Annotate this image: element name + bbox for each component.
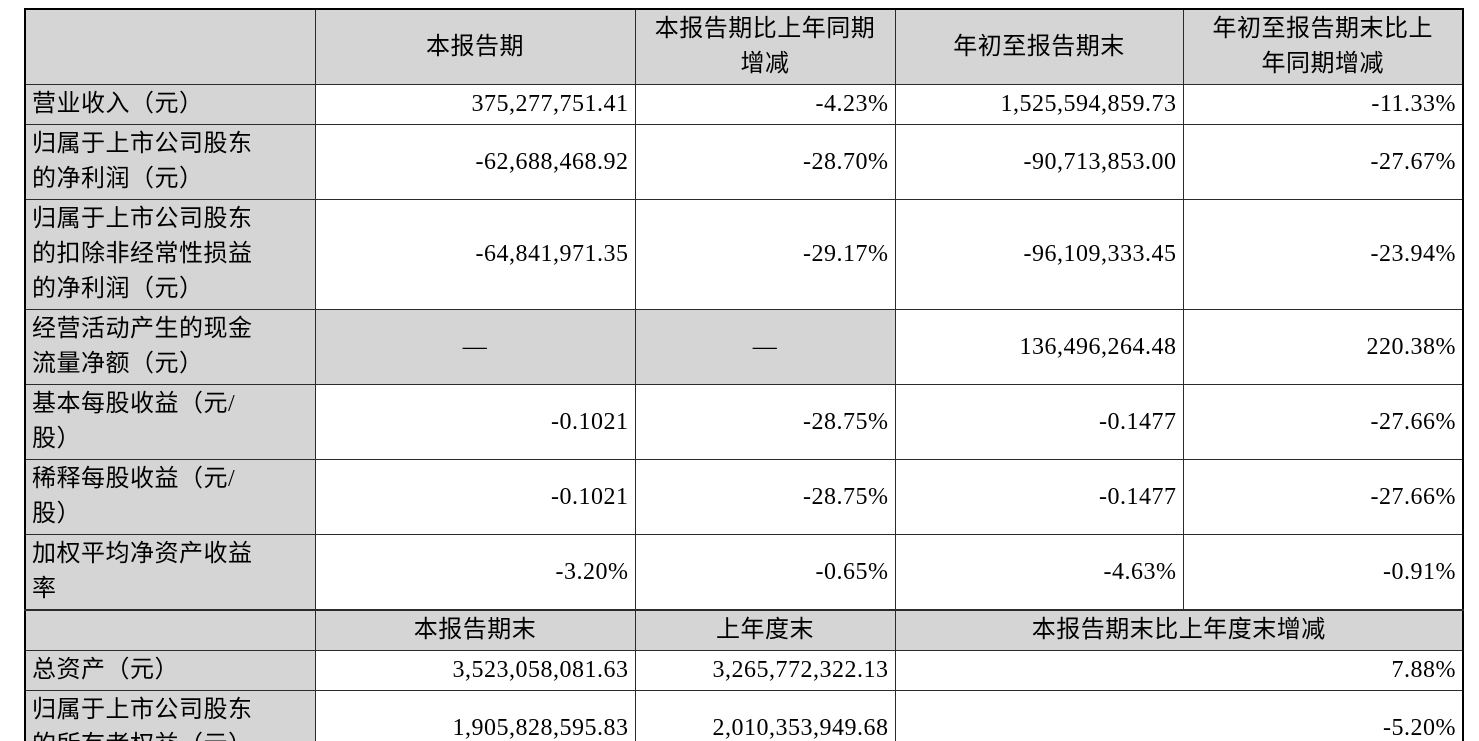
header-row-balance: 本报告期末 上年度末 本报告期末比上年度末增减 xyxy=(24,609,1464,651)
metric-value: -0.1021 xyxy=(314,459,636,535)
metric-value: -4.23% xyxy=(634,84,896,125)
metric-value: -96,109,333.45 xyxy=(894,199,1184,310)
metric-value: -0.65% xyxy=(634,534,896,611)
row-operating-revenue: 营业收入（元） 375,277,751.41 -4.23% 1,525,594,… xyxy=(24,84,1464,125)
header-blank-cell xyxy=(24,8,316,85)
metric-label: 归属于上市公司股东 的所有者权益（元） xyxy=(24,690,316,741)
metric-value: -90,713,853.00 xyxy=(894,124,1184,200)
metric-value: -11.33% xyxy=(1182,84,1464,125)
metric-value-dash: — xyxy=(314,309,636,385)
metric-label: 总资产（元） xyxy=(24,650,316,691)
metric-label: 归属于上市公司股东 的净利润（元） xyxy=(24,124,316,200)
metric-value: -28.75% xyxy=(634,459,896,535)
metric-value: -0.91% xyxy=(1182,534,1464,611)
row-net-profit: 归属于上市公司股东 的净利润（元） -62,688,468.92 -28.70%… xyxy=(24,124,1464,200)
key-financials-table: 本报告期 本报告期比上年同期 增减 年初至报告期末 年初至报告期末比上 年同期增… xyxy=(24,8,1464,741)
metric-value: -29.17% xyxy=(634,199,896,310)
metric-value: 136,496,264.48 xyxy=(894,309,1184,385)
header-blank-cell xyxy=(24,609,316,651)
metric-value: -27.67% xyxy=(1182,124,1464,200)
row-total-assets: 总资产（元） 3,523,058,081.63 3,265,772,322.13… xyxy=(24,650,1464,691)
metric-label: 基本每股收益（元/ 股） xyxy=(24,384,316,460)
metric-value: -27.66% xyxy=(1182,384,1464,460)
metric-value: -27.66% xyxy=(1182,459,1464,535)
header-ytd: 年初至报告期末 xyxy=(894,8,1184,85)
metric-value: 7.88% xyxy=(894,650,1464,691)
metric-value: -23.94% xyxy=(1182,199,1464,310)
metric-value: -4.63% xyxy=(894,534,1184,611)
metric-value: 1,905,828,595.83 xyxy=(314,690,636,741)
metric-label: 稀释每股收益（元/ 股） xyxy=(24,459,316,535)
metric-value: 375,277,751.41 xyxy=(314,84,636,125)
header-current-period: 本报告期 xyxy=(314,8,636,85)
metric-value-dash: — xyxy=(634,309,896,385)
header-row-period: 本报告期 本报告期比上年同期 增减 年初至报告期末 年初至报告期末比上 年同期增… xyxy=(24,8,1464,85)
metric-value: 2,010,353,949.68 xyxy=(634,690,896,741)
metric-value: 3,265,772,322.13 xyxy=(634,650,896,691)
metric-value: 3,523,058,081.63 xyxy=(314,650,636,691)
header-ytd-yoy: 年初至报告期末比上 年同期增减 xyxy=(1182,8,1464,85)
metric-value: 220.38% xyxy=(1182,309,1464,385)
metric-label: 经营活动产生的现金 流量净额（元） xyxy=(24,309,316,385)
metric-value: -5.20% xyxy=(894,690,1464,741)
row-net-profit-excl-nonrecurring: 归属于上市公司股东 的扣除非经常性损益 的净利润（元） -64,841,971.… xyxy=(24,199,1464,310)
row-basic-eps: 基本每股收益（元/ 股） -0.1021 -28.75% -0.1477 -27… xyxy=(24,384,1464,460)
metric-label: 加权平均净资产收益 率 xyxy=(24,534,316,611)
header-change-vs-prior-year-end: 本报告期末比上年度末增减 xyxy=(894,609,1464,651)
metric-label: 营业收入（元） xyxy=(24,84,316,125)
metric-label: 归属于上市公司股东 的扣除非经常性损益 的净利润（元） xyxy=(24,199,316,310)
metric-value: -64,841,971.35 xyxy=(314,199,636,310)
metric-value: -0.1477 xyxy=(894,384,1184,460)
row-diluted-eps: 稀释每股收益（元/ 股） -0.1021 -28.75% -0.1477 -27… xyxy=(24,459,1464,535)
row-operating-cash-flow: 经营活动产生的现金 流量净额（元） — — 136,496,264.48 220… xyxy=(24,309,1464,385)
header-end-of-prior-year: 上年度末 xyxy=(634,609,896,651)
header-current-period-yoy: 本报告期比上年同期 增减 xyxy=(634,8,896,85)
row-weighted-avg-roe: 加权平均净资产收益 率 -3.20% -0.65% -4.63% -0.91% xyxy=(24,534,1464,611)
metric-value: -0.1477 xyxy=(894,459,1184,535)
metric-value: -28.75% xyxy=(634,384,896,460)
metric-value: -28.70% xyxy=(634,124,896,200)
header-end-of-period: 本报告期末 xyxy=(314,609,636,651)
metric-value: -62,688,468.92 xyxy=(314,124,636,200)
metric-value: 1,525,594,859.73 xyxy=(894,84,1184,125)
metric-value: -0.1021 xyxy=(314,384,636,460)
row-owners-equity: 归属于上市公司股东 的所有者权益（元） 1,905,828,595.83 2,0… xyxy=(24,690,1464,741)
metric-value: -3.20% xyxy=(314,534,636,611)
